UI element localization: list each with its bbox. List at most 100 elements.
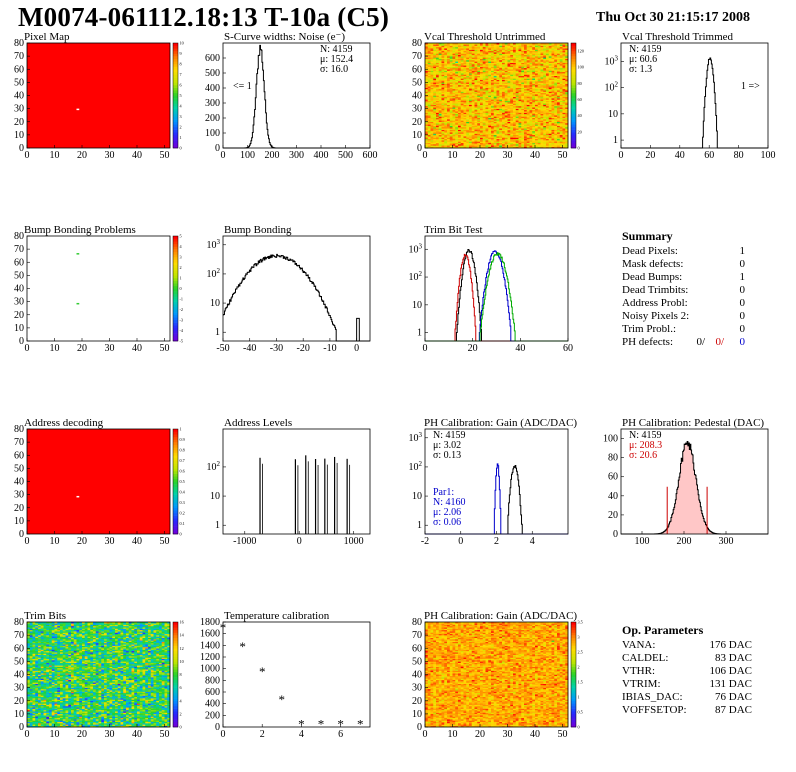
vcal-untrimmed-x-tick: 50 (558, 150, 568, 161)
scurve-noise-x-tick: 200 (265, 150, 280, 161)
op-param-label: CALDEL: (622, 652, 668, 664)
pixel-map-colorbar-tick: 8 (180, 62, 182, 67)
bump-problems-y-tick: 80 (14, 231, 24, 242)
scurve-noise-y-tick: 200 (205, 113, 220, 124)
trim-bits-y-tick: 40 (14, 670, 24, 681)
trim-bits-y-tick: 60 (14, 643, 24, 654)
bump-bonding-x-tick: -50 (216, 343, 229, 354)
trim-bits-x-tick: 0 (25, 729, 30, 740)
op-param-value: 176 DAC (710, 639, 752, 651)
pixel-map-x-tick: 10 (50, 150, 60, 161)
temperature-calibration-y-tick: 1000 (200, 664, 220, 675)
trim-bit-test-y-tick: 10 (412, 300, 422, 311)
temperature-calibration-y-tick: 1600 (200, 629, 220, 640)
address-decoding-y-tick: 70 (14, 437, 24, 448)
pixel-map-special-pixel-0 (76, 108, 80, 111)
pixel-map-x-tick: 40 (132, 150, 142, 161)
ph-gain-map-y-tick: 70 (412, 630, 422, 641)
summary-row-value: 0 (740, 297, 746, 309)
vcal-trimmed-x-tick: 60 (704, 150, 714, 161)
ph-pedestal-frame (620, 428, 769, 535)
bump-problems-colorbar-tick: 3 (180, 255, 182, 260)
ph-gain-map-y-tick: 0 (417, 722, 422, 733)
temperature-calibration-point-1: * (239, 639, 246, 654)
ph-pedestal-y-tick: 0 (613, 529, 618, 540)
vcal-trimmed-stat-2: σ: 1.3 (629, 64, 652, 75)
address-decoding-fill (27, 429, 170, 534)
summary-ph-value-0: 0/ (696, 336, 706, 348)
bump-problems-y-tick: 40 (14, 284, 24, 295)
pixel-map-y-tick: 80 (14, 38, 24, 49)
ph-gain-y-tick: 10 (412, 491, 422, 502)
bump-bonding-x-tick: -40 (243, 343, 256, 354)
vcal-untrimmed-y-tick: 60 (412, 64, 422, 75)
temperature-calibration-y-tick: 200 (205, 710, 220, 721)
ph-pedestal-y-tick: 60 (608, 472, 618, 483)
pixel-map-colorbar-tick: 1 (180, 135, 182, 140)
address-levels-x-tick: 1000 (344, 536, 364, 547)
address-levels-x-tick: -1000 (233, 536, 256, 547)
op-params-block: Op. Parameters VANA: 176 DAC CALDEL: 83 DAC… (622, 623, 752, 716)
address-levels-y-tick: 102 (207, 460, 221, 473)
op-param-label: VTRIM: (622, 678, 661, 690)
scurve-noise-x-tick: 100 (240, 150, 255, 161)
address-decoding-special-pixel-0 (76, 495, 80, 498)
address-decoding-colorbar-tick: 0.5 (180, 479, 185, 484)
bump-problems-frame (26, 235, 171, 342)
ph-pedestal-y-tick: 20 (608, 510, 618, 521)
trim-bits-colorbar-tick: 2 (180, 711, 182, 716)
bump-problems-y-tick: 0 (19, 336, 24, 347)
pixel-map-y-tick: 30 (14, 104, 24, 115)
trim-bit-test-x-tick: 20 (468, 343, 478, 354)
temperature-calibration-point-3: * (279, 692, 286, 707)
address-decoding-colorbar: 0 0.1 0.2 0.3 0.4 0.5 0.6 0.7 0.8 0.9 1 (172, 427, 186, 537)
vcal-untrimmed-x-tick: 10 (448, 150, 458, 161)
vcal-trimmed-frame (620, 42, 769, 149)
ph-gain-map-colorbar-tick: 1 (578, 695, 580, 700)
ph-gain-map-colorbar-tick: 2.5 (578, 650, 583, 655)
vcal-untrimmed-colorbar: 0 20 40 60 80 100 120 (570, 42, 584, 151)
scurve-noise-y-tick: 100 (205, 128, 220, 139)
summary-ph-value-2: 0 (740, 336, 746, 348)
vcal-untrimmed-y-tick: 30 (412, 104, 422, 115)
address-decoding-cells (27, 429, 170, 534)
trim-bit-test-y-tick: 1 (417, 328, 422, 339)
ph-pedestal-stat-1: μ: 208.3 (629, 440, 662, 451)
bump-problems-colorbar: -5 -4 -3 -2 -1 0 1 2 3 4 5 (172, 234, 184, 344)
vcal-untrimmed-y-tick: 50 (412, 77, 422, 88)
op-param-label: VANA: (622, 639, 655, 651)
pixel-map-colorbar-tick: 10 (180, 41, 184, 46)
pixel-map-colorbar-tick: 5 (180, 93, 182, 98)
trim-bit-test-x-tick: 40 (515, 343, 525, 354)
trim-bits-y-tick: 10 (14, 709, 24, 720)
trim-bit-test-y-tick: 102 (409, 270, 423, 283)
trim-bits-x-tick: 40 (132, 729, 142, 740)
bump-bonding-y-tick: 103 (207, 238, 221, 251)
bump-bonding-x-tick: 0 (354, 343, 359, 354)
trim-bits-title: Trim Bits (24, 610, 66, 622)
ph-pedestal-y-tick: 40 (608, 491, 618, 502)
summary-row-label: Address Probl: (622, 297, 688, 309)
address-decoding-x-tick: 40 (132, 536, 142, 547)
address-decoding-colorbar-tick: 0.4 (180, 490, 186, 495)
pixel-map-colorbar-tick: 3 (180, 114, 182, 119)
bump-bonding-y-tick: 10 (210, 298, 220, 309)
temperature-calibration-title: Temperature calibration (224, 610, 330, 622)
bump-bonding-title: Bump Bonding (224, 224, 292, 236)
vcal-untrimmed-colorbar-tick: 80 (578, 81, 582, 86)
ph-gain-map-x-tick: 40 (530, 729, 540, 740)
trim-bits-colorbar: 0 2 4 6 8 10 12 14 16 (172, 620, 185, 730)
address-decoding-panel: Address decoding 0 0.1 0.2 0.3 0.4 0.5 0.6 0.7 0.… (14, 417, 186, 547)
temperature-calibration-y-tick: 1400 (200, 640, 220, 651)
bump-problems-colorbar-tick: -5 (180, 339, 184, 344)
bump-problems-y-tick: 50 (14, 270, 24, 281)
pixel-map-y-tick: 70 (14, 51, 24, 62)
ph-gain-map-y-tick: 10 (412, 709, 422, 720)
ph-gain-map-colorbar-tick: 3.5 (578, 620, 583, 625)
address-levels-x-tick: 0 (297, 536, 302, 547)
address-levels-panel: Address Levels -1000 0 1000 1 10 102 (207, 417, 371, 547)
address-decoding-x-tick: 0 (25, 536, 30, 547)
ph-pedestal-x-tick: 300 (719, 536, 734, 547)
vcal-trimmed-y-tick: 10 (608, 109, 618, 120)
summary-row-label: Noisy Pixels 2: (622, 310, 689, 322)
